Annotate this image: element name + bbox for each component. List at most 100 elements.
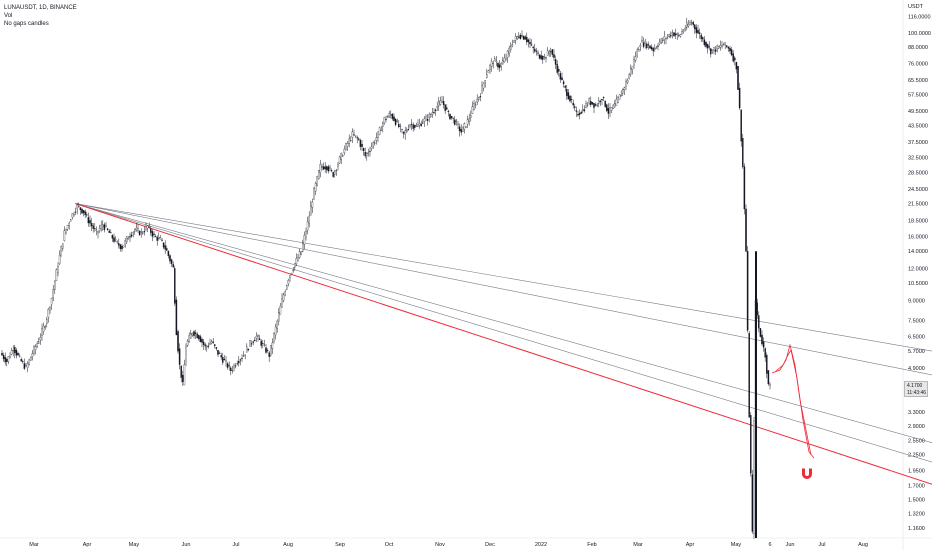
candle-body <box>321 166 323 168</box>
candle-body <box>268 352 270 357</box>
candle-body <box>729 48 731 52</box>
candle-body <box>23 363 26 369</box>
candle-body <box>284 291 286 295</box>
candle-body <box>542 56 544 60</box>
candle-body <box>578 113 581 115</box>
candle-body <box>329 167 331 169</box>
candle-body <box>759 328 762 337</box>
candle-body <box>521 35 523 37</box>
candle-body <box>388 113 390 117</box>
price-tick-label: 4.9000 <box>908 366 925 372</box>
candle-body <box>217 350 219 355</box>
candle-body <box>562 81 565 85</box>
candle-body <box>615 99 618 106</box>
candle-body <box>473 103 475 110</box>
time-tick-label: Apr <box>686 542 695 548</box>
candle-body <box>111 235 114 239</box>
candle-body <box>223 359 226 361</box>
candle-body <box>607 108 610 114</box>
candle-body <box>460 129 462 133</box>
candle-body <box>156 237 158 241</box>
candle-body <box>633 59 635 66</box>
candle-body <box>686 22 688 28</box>
candle-body <box>249 340 251 347</box>
candle-body <box>537 52 539 54</box>
candle-body <box>54 280 56 290</box>
time-tick-label: Jul <box>818 542 825 548</box>
time-tick-label: 2022 <box>535 542 547 548</box>
candle-body <box>186 340 189 346</box>
candle-body <box>524 36 526 40</box>
time-tick-label: Aug <box>858 542 868 548</box>
candle-body <box>657 45 659 47</box>
candle-body <box>585 103 587 108</box>
candle-body <box>617 97 619 103</box>
candle-body <box>678 35 680 36</box>
symbol-title: LUNAUSDT, 1D, BINANCE <box>4 5 77 11</box>
candle-body <box>590 101 592 105</box>
time-tick-label: Apr <box>83 542 92 548</box>
candle-body <box>748 333 750 418</box>
time-tick-label: Dec <box>485 542 495 548</box>
candle-body <box>766 354 768 374</box>
candle-body <box>414 125 416 128</box>
candle-body <box>434 109 437 112</box>
candle-body <box>420 123 422 127</box>
candle-body <box>228 365 230 367</box>
candle-body <box>146 225 149 229</box>
candle-body <box>262 343 264 344</box>
candle-body <box>596 104 598 106</box>
candle-body <box>20 359 22 362</box>
candle-body <box>350 140 352 141</box>
candle-body <box>260 340 262 346</box>
candle-body <box>74 211 77 213</box>
candle-body <box>764 348 766 358</box>
candle-body <box>470 114 472 118</box>
candle-body <box>630 68 632 75</box>
candle-body <box>660 38 662 43</box>
candle-body <box>121 245 123 250</box>
price-tick-label: 1.3200 <box>908 512 925 518</box>
candle-body <box>316 176 318 186</box>
crash-candle <box>755 251 757 539</box>
candle-body <box>518 36 520 38</box>
candle-body <box>769 383 771 386</box>
price-tick-label: 16.0000 <box>908 234 928 240</box>
trendline <box>75 203 932 443</box>
candle-body <box>305 231 307 238</box>
magnet-tip <box>802 466 805 469</box>
candle-body <box>183 364 186 386</box>
candle-body <box>250 343 253 345</box>
price-tick-label: 2.9000 <box>908 424 925 430</box>
candle-body <box>28 359 30 365</box>
candle-body <box>201 339 203 343</box>
candle-body <box>418 123 421 126</box>
candle-body <box>714 49 717 52</box>
candle-body <box>702 37 704 40</box>
candle-body <box>593 103 595 108</box>
candle-body <box>689 22 691 25</box>
candle-body <box>716 45 718 50</box>
candle-body <box>297 257 299 261</box>
candle-body <box>372 142 374 147</box>
candle-body <box>577 114 579 116</box>
candle-body <box>38 341 40 344</box>
candle-body <box>263 344 266 346</box>
candle-body <box>682 30 685 32</box>
candle-body <box>500 63 502 67</box>
candle-body <box>730 49 733 56</box>
candle-body <box>620 95 622 97</box>
candle-body <box>209 343 211 345</box>
candle-body <box>476 98 478 103</box>
candle-body <box>609 107 611 113</box>
candle-body <box>751 474 754 532</box>
candle-body <box>647 44 650 46</box>
candle-body <box>511 44 514 47</box>
candle-body <box>118 243 120 246</box>
price-tick-label: 3.3000 <box>908 410 925 416</box>
candle-body <box>417 124 419 127</box>
candle-body <box>159 237 162 240</box>
candle-body <box>374 142 376 144</box>
candle-body <box>44 326 46 328</box>
